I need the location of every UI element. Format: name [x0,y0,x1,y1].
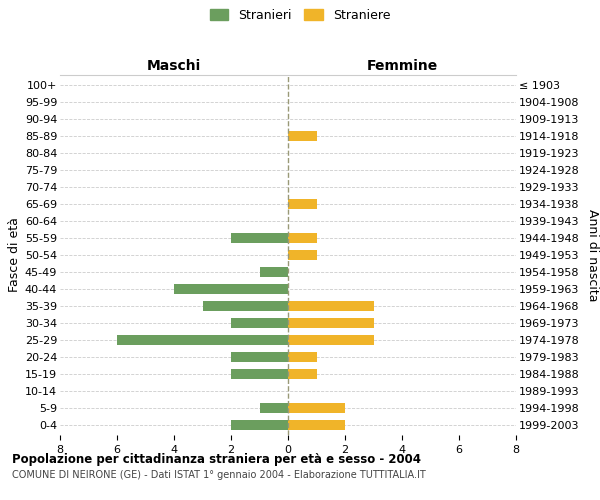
Text: COMUNE DI NEIRONE (GE) - Dati ISTAT 1° gennaio 2004 - Elaborazione TUTTITALIA.IT: COMUNE DI NEIRONE (GE) - Dati ISTAT 1° g… [12,470,426,480]
Bar [288,352,317,362]
Bar [231,420,288,430]
Y-axis label: Fasce di età: Fasce di età [8,218,20,292]
Bar [288,131,317,141]
Bar [288,250,317,260]
Bar [231,318,288,328]
Bar [231,233,288,243]
Bar [174,284,288,294]
Text: Maschi: Maschi [147,60,201,74]
Y-axis label: Anni di nascita: Anni di nascita [586,209,599,301]
Bar [288,199,317,209]
Bar [288,301,373,311]
Text: Femmine: Femmine [367,60,437,74]
Bar [288,318,373,328]
Bar [203,301,288,311]
Bar [288,335,373,345]
Bar [288,420,345,430]
Bar [288,233,317,243]
Legend: Stranieri, Straniere: Stranieri, Straniere [209,8,391,22]
Bar [288,369,317,379]
Bar [288,402,345,413]
Bar [260,267,288,277]
Bar [260,402,288,413]
Bar [231,352,288,362]
Text: Popolazione per cittadinanza straniera per età e sesso - 2004: Popolazione per cittadinanza straniera p… [12,452,421,466]
Bar [117,335,288,345]
Bar [231,369,288,379]
